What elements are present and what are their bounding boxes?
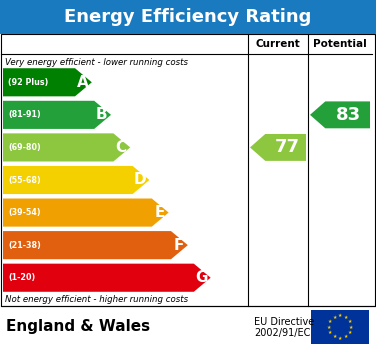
Bar	[311, 310, 369, 344]
Text: G: G	[195, 270, 208, 285]
Text: (55-68): (55-68)	[8, 175, 41, 184]
Text: ★: ★	[338, 313, 342, 318]
Text: (81-91): (81-91)	[8, 110, 41, 119]
Text: ★: ★	[338, 336, 342, 341]
Polygon shape	[3, 166, 149, 194]
Polygon shape	[3, 68, 92, 96]
Text: England & Wales: England & Wales	[6, 319, 150, 334]
Polygon shape	[310, 101, 370, 128]
Polygon shape	[250, 134, 306, 161]
Text: C: C	[115, 140, 127, 155]
Polygon shape	[3, 133, 130, 161]
Text: ★: ★	[343, 315, 348, 320]
Text: (92 Plus): (92 Plus)	[8, 78, 49, 87]
Text: Energy Efficiency Rating: Energy Efficiency Rating	[64, 8, 312, 26]
Polygon shape	[3, 198, 168, 227]
Bar	[0, 0, 376, 34]
Text: B: B	[96, 107, 108, 122]
Text: EU Directive: EU Directive	[254, 317, 314, 327]
Text: A: A	[77, 75, 88, 90]
Text: E: E	[154, 205, 165, 220]
Text: ★: ★	[332, 334, 337, 339]
Polygon shape	[3, 101, 111, 129]
Text: ★: ★	[327, 324, 331, 330]
Text: (69-80): (69-80)	[8, 143, 41, 152]
Text: ★: ★	[349, 324, 353, 330]
Text: (39-54): (39-54)	[8, 208, 41, 217]
Text: 2002/91/EC: 2002/91/EC	[254, 328, 310, 338]
Text: ★: ★	[347, 330, 352, 335]
Text: ★: ★	[343, 334, 348, 339]
Polygon shape	[3, 231, 188, 259]
Text: Current: Current	[256, 39, 300, 49]
Text: ★: ★	[347, 319, 352, 324]
Polygon shape	[3, 264, 211, 292]
Text: ★: ★	[328, 330, 332, 335]
Text: (21-38): (21-38)	[8, 241, 41, 250]
Text: 77: 77	[275, 139, 300, 157]
Text: Potential: Potential	[313, 39, 367, 49]
Text: ★: ★	[332, 315, 337, 320]
Text: Not energy efficient - higher running costs: Not energy efficient - higher running co…	[5, 295, 188, 304]
Text: F: F	[173, 238, 184, 253]
Text: (1-20): (1-20)	[8, 273, 35, 282]
Text: ★: ★	[328, 319, 332, 324]
Text: D: D	[134, 173, 147, 188]
Bar	[1, 34, 375, 306]
Text: Very energy efficient - lower running costs: Very energy efficient - lower running co…	[5, 58, 188, 67]
Text: 83: 83	[336, 106, 361, 124]
